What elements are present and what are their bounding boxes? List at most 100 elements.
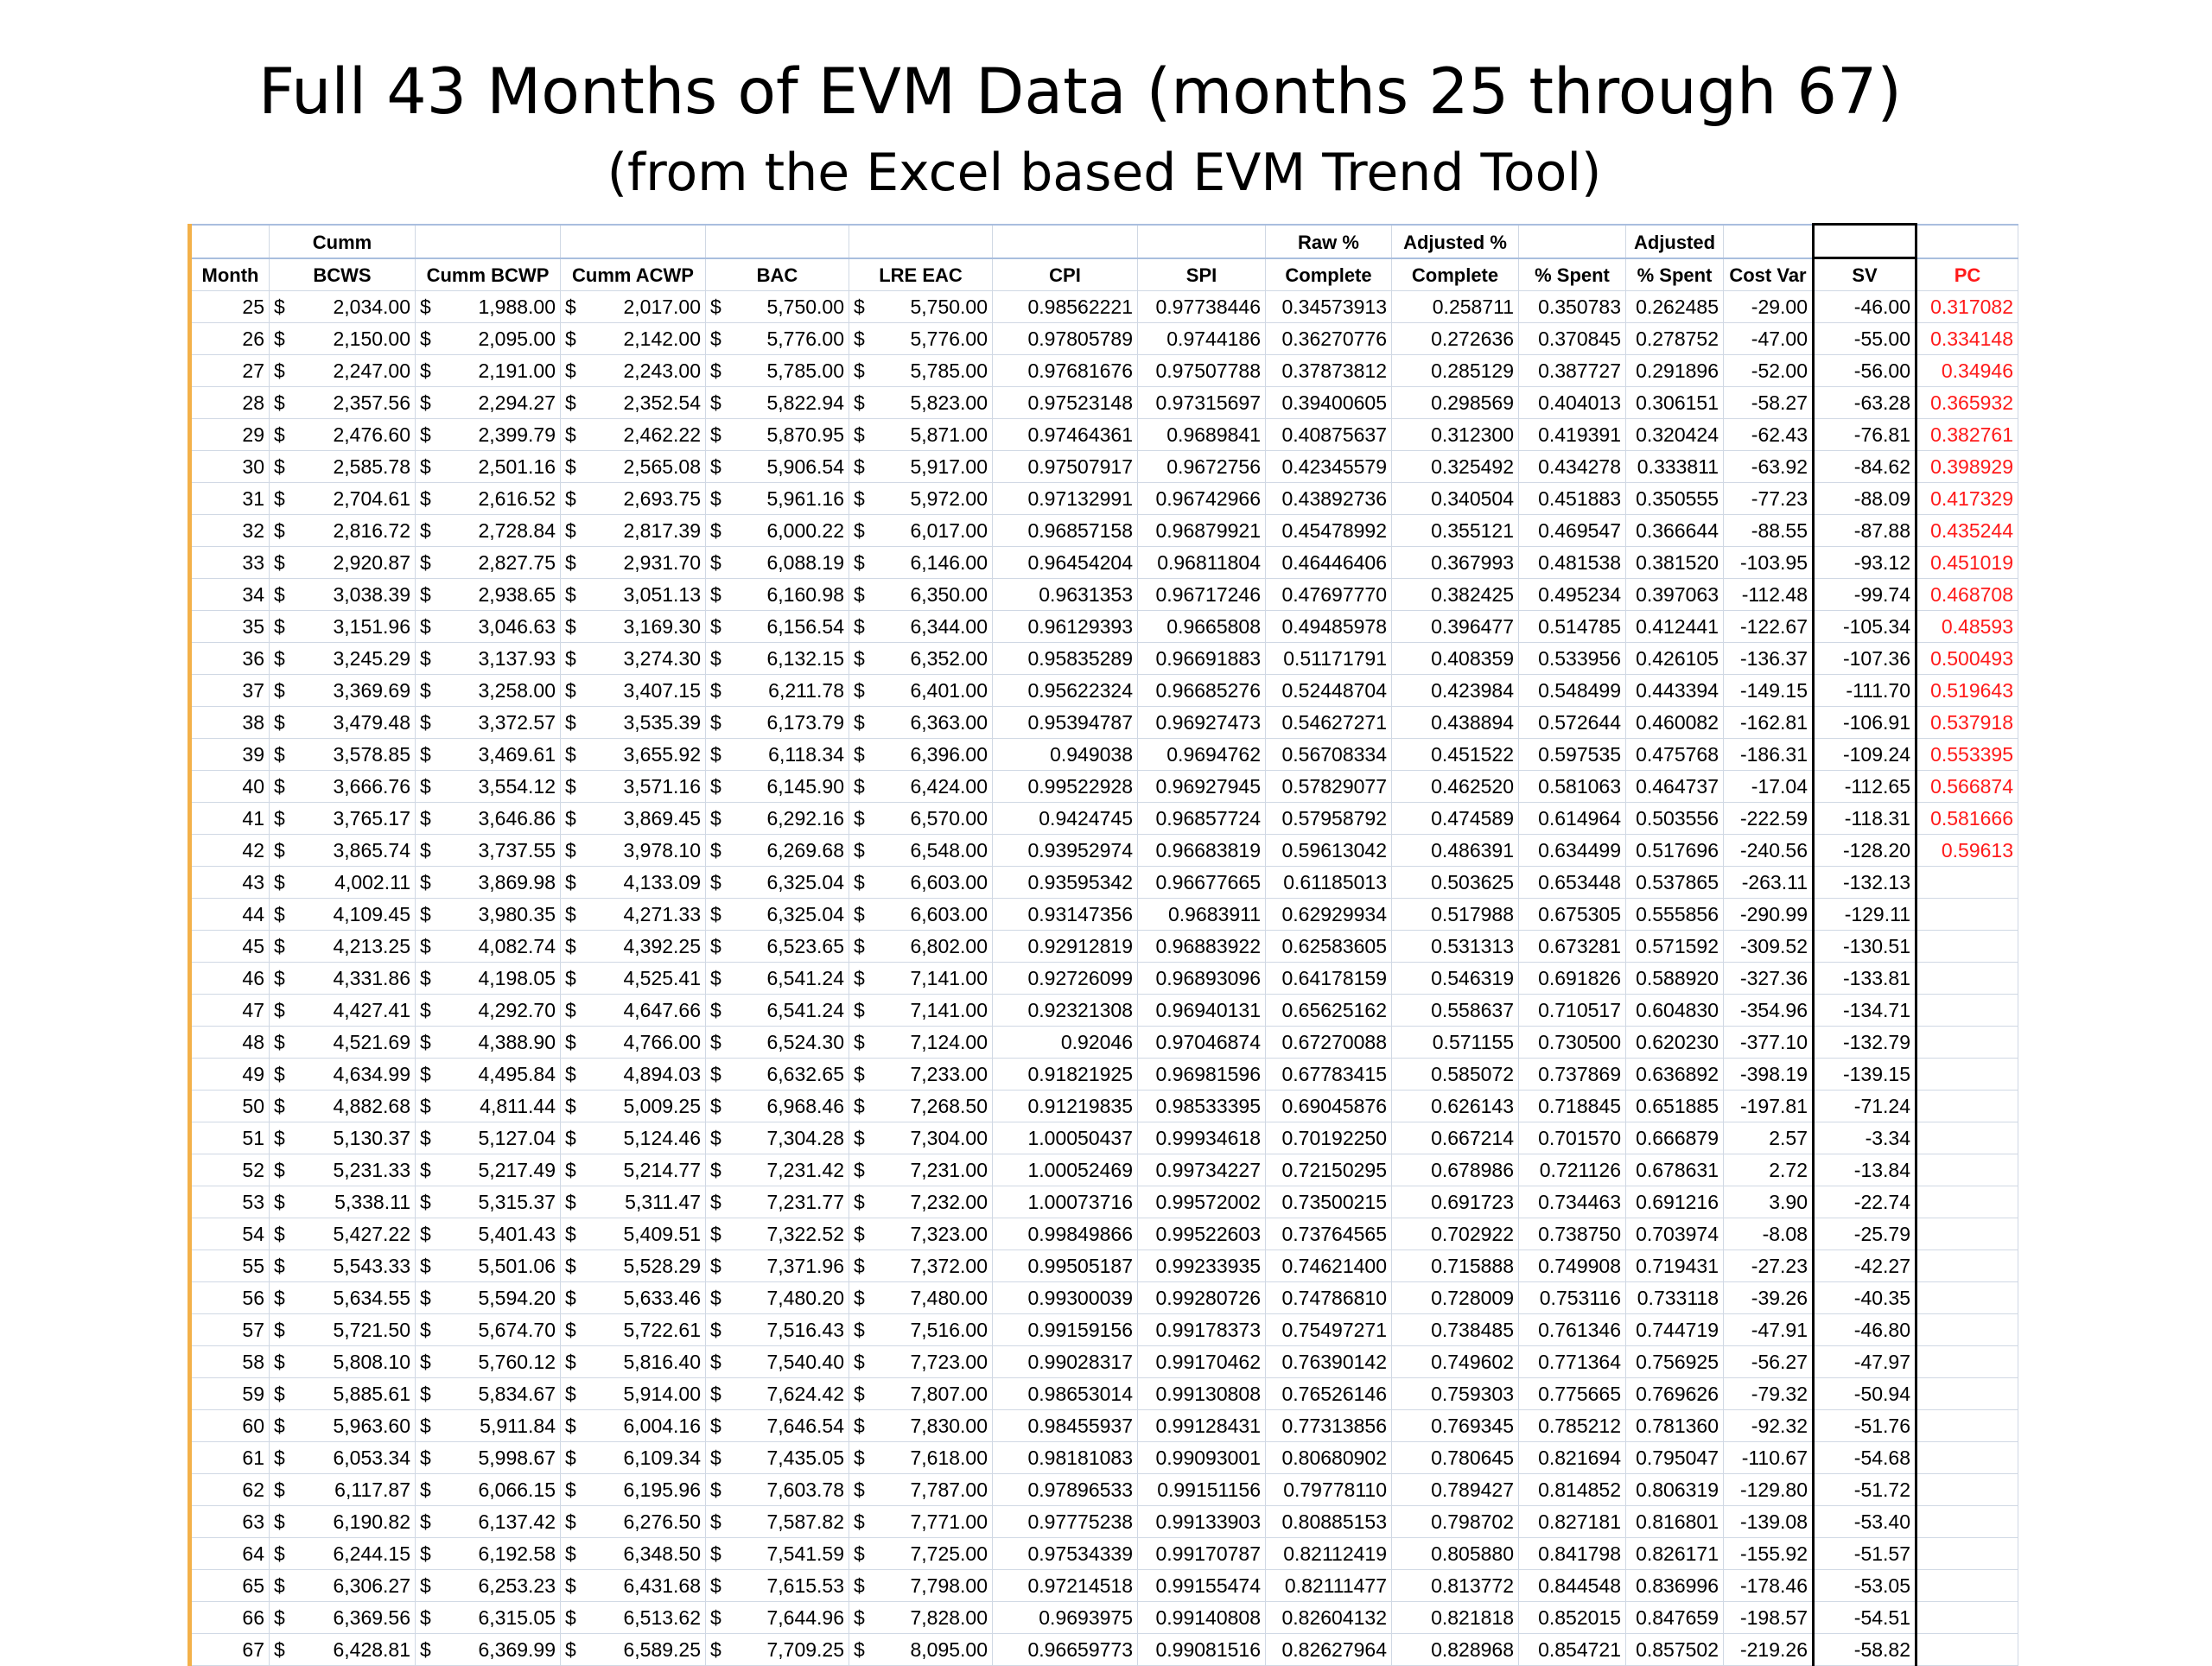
cell-pc[interactable] — [1916, 1250, 2018, 1282]
cell-bcws[interactable]: $4,882.68 — [269, 1090, 416, 1122]
cell-pc[interactable] — [1916, 1377, 2018, 1410]
cell-sv[interactable]: -46.00 — [1812, 290, 1917, 323]
cell-spi[interactable]: 0.97507788 — [1137, 354, 1266, 387]
cell-pc[interactable]: 0.48593 — [1916, 610, 2018, 643]
cell-cpi[interactable]: 0.949038 — [992, 738, 1138, 771]
cell-bac[interactable]: $7,587.82 — [705, 1505, 849, 1538]
cell-acwp[interactable]: $5,009.25 — [560, 1090, 706, 1122]
cell-lre[interactable]: $7,787.00 — [849, 1473, 993, 1506]
cell-lre[interactable]: $7,141.00 — [849, 994, 993, 1027]
cell-acwp[interactable]: $4,271.33 — [560, 898, 706, 931]
cell-sv[interactable]: -105.34 — [1812, 610, 1917, 643]
cell-costvar[interactable]: -112.48 — [1723, 578, 1814, 611]
cell-adjspent[interactable]: 0.381520 — [1625, 546, 1724, 579]
cell-bcws[interactable]: $2,357.56 — [269, 386, 416, 419]
cell-bac[interactable]: $6,292.16 — [705, 802, 849, 835]
cell-adj[interactable]: 0.438894 — [1391, 706, 1519, 739]
cell-raw[interactable]: 0.54627271 — [1265, 706, 1392, 739]
cell-adjspent[interactable]: 0.847659 — [1625, 1601, 1724, 1634]
cell-raw[interactable]: 0.67270088 — [1265, 1026, 1392, 1059]
cell-costvar[interactable]: -52.00 — [1723, 354, 1814, 387]
cell-cpi[interactable]: 0.98653014 — [992, 1377, 1138, 1410]
cell-adjspent[interactable]: 0.475768 — [1625, 738, 1724, 771]
cell-costvar[interactable]: -198.57 — [1723, 1601, 1814, 1634]
cell-spent[interactable]: 0.434278 — [1518, 450, 1626, 483]
cell-pc[interactable]: 0.553395 — [1916, 738, 2018, 771]
cell-bcws[interactable]: $4,109.45 — [269, 898, 416, 931]
cell-bac[interactable]: $6,523.65 — [705, 930, 849, 963]
cell-spent[interactable]: 0.451883 — [1518, 482, 1626, 515]
cell-raw[interactable]: 0.73500215 — [1265, 1186, 1392, 1218]
cell-adj[interactable]: 0.340504 — [1391, 482, 1519, 515]
cell-cpi[interactable]: 0.97896533 — [992, 1473, 1138, 1506]
cell-cpi[interactable]: 0.92912819 — [992, 930, 1138, 963]
cell-bcws[interactable]: $4,634.99 — [269, 1058, 416, 1091]
cell-bcwp[interactable]: $5,674.70 — [415, 1313, 561, 1346]
cell-adj[interactable]: 0.382425 — [1391, 578, 1519, 611]
cell-lre[interactable]: $5,776.00 — [849, 322, 993, 355]
cell-adj[interactable]: 0.728009 — [1391, 1281, 1519, 1314]
cell-acwp[interactable]: $5,633.46 — [560, 1281, 706, 1314]
cell-spi[interactable]: 0.99155474 — [1137, 1569, 1266, 1602]
cell-sv[interactable]: -130.51 — [1812, 930, 1917, 963]
cell-bcwp[interactable]: $3,980.35 — [415, 898, 561, 931]
cell-cpi[interactable]: 0.99300039 — [992, 1281, 1138, 1314]
cell-bcws[interactable]: $3,038.39 — [269, 578, 416, 611]
cell-bac[interactable]: $6,000.22 — [705, 514, 849, 547]
cell-pc[interactable] — [1916, 1345, 2018, 1378]
column-header-top[interactable] — [188, 223, 270, 258]
cell-adj[interactable]: 0.805880 — [1391, 1537, 1519, 1570]
cell-bcws[interactable]: $3,578.85 — [269, 738, 416, 771]
cell-month[interactable]: 59 — [188, 1377, 270, 1410]
column-header-bac[interactable]: BAC — [705, 257, 849, 291]
cell-costvar[interactable]: -136.37 — [1723, 642, 1814, 675]
cell-spent[interactable]: 0.350783 — [1518, 290, 1626, 323]
cell-pc[interactable]: 0.581666 — [1916, 802, 2018, 835]
cell-acwp[interactable]: $4,133.09 — [560, 866, 706, 899]
cell-acwp[interactable]: $5,722.61 — [560, 1313, 706, 1346]
cell-bcws[interactable]: $2,150.00 — [269, 322, 416, 355]
cell-sv[interactable]: -111.70 — [1812, 674, 1917, 707]
cell-spi[interactable]: 0.9665808 — [1137, 610, 1266, 643]
cell-bcws[interactable]: $3,245.29 — [269, 642, 416, 675]
cell-bac[interactable]: $6,269.68 — [705, 834, 849, 867]
cell-bac[interactable]: $6,132.15 — [705, 642, 849, 675]
cell-adjspent[interactable]: 0.588920 — [1625, 962, 1724, 995]
cell-bcws[interactable]: $6,117.87 — [269, 1473, 416, 1506]
cell-pc[interactable] — [1916, 1569, 2018, 1602]
cell-raw[interactable]: 0.57829077 — [1265, 770, 1392, 803]
cell-raw[interactable]: 0.75497271 — [1265, 1313, 1392, 1346]
cell-adj[interactable]: 0.678986 — [1391, 1154, 1519, 1186]
cell-month[interactable]: 42 — [188, 834, 270, 867]
cell-sv[interactable]: -99.74 — [1812, 578, 1917, 611]
cell-lre[interactable]: $6,350.00 — [849, 578, 993, 611]
cell-sv[interactable]: -88.09 — [1812, 482, 1917, 515]
cell-adj[interactable]: 0.759303 — [1391, 1377, 1519, 1410]
cell-raw[interactable]: 0.64178159 — [1265, 962, 1392, 995]
cell-adj[interactable]: 0.367993 — [1391, 546, 1519, 579]
cell-month[interactable]: 57 — [188, 1313, 270, 1346]
cell-raw[interactable]: 0.49485978 — [1265, 610, 1392, 643]
cell-month[interactable]: 52 — [188, 1154, 270, 1186]
cell-bac[interactable]: $6,160.98 — [705, 578, 849, 611]
cell-raw[interactable]: 0.39400605 — [1265, 386, 1392, 419]
cell-sv[interactable]: -58.82 — [1812, 1633, 1917, 1666]
cell-month[interactable]: 29 — [188, 418, 270, 451]
cell-spi[interactable]: 0.96927945 — [1137, 770, 1266, 803]
cell-bcws[interactable]: $5,338.11 — [269, 1186, 416, 1218]
cell-adj[interactable]: 0.789427 — [1391, 1473, 1519, 1506]
cell-spent[interactable]: 0.821694 — [1518, 1441, 1626, 1474]
cell-bcws[interactable]: $6,053.34 — [269, 1441, 416, 1474]
cell-sv[interactable]: -47.97 — [1812, 1345, 1917, 1378]
cell-month[interactable]: 50 — [188, 1090, 270, 1122]
column-header-top[interactable] — [849, 223, 993, 258]
cell-adjspent[interactable]: 0.571592 — [1625, 930, 1724, 963]
cell-bac[interactable]: $7,231.42 — [705, 1154, 849, 1186]
cell-bac[interactable]: $6,211.78 — [705, 674, 849, 707]
cell-acwp[interactable]: $2,817.39 — [560, 514, 706, 547]
cell-lre[interactable]: $6,603.00 — [849, 898, 993, 931]
cell-acwp[interactable]: $6,589.25 — [560, 1633, 706, 1666]
cell-sv[interactable]: -46.80 — [1812, 1313, 1917, 1346]
cell-month[interactable]: 60 — [188, 1409, 270, 1442]
cell-cpi[interactable]: 0.96659773 — [992, 1633, 1138, 1666]
